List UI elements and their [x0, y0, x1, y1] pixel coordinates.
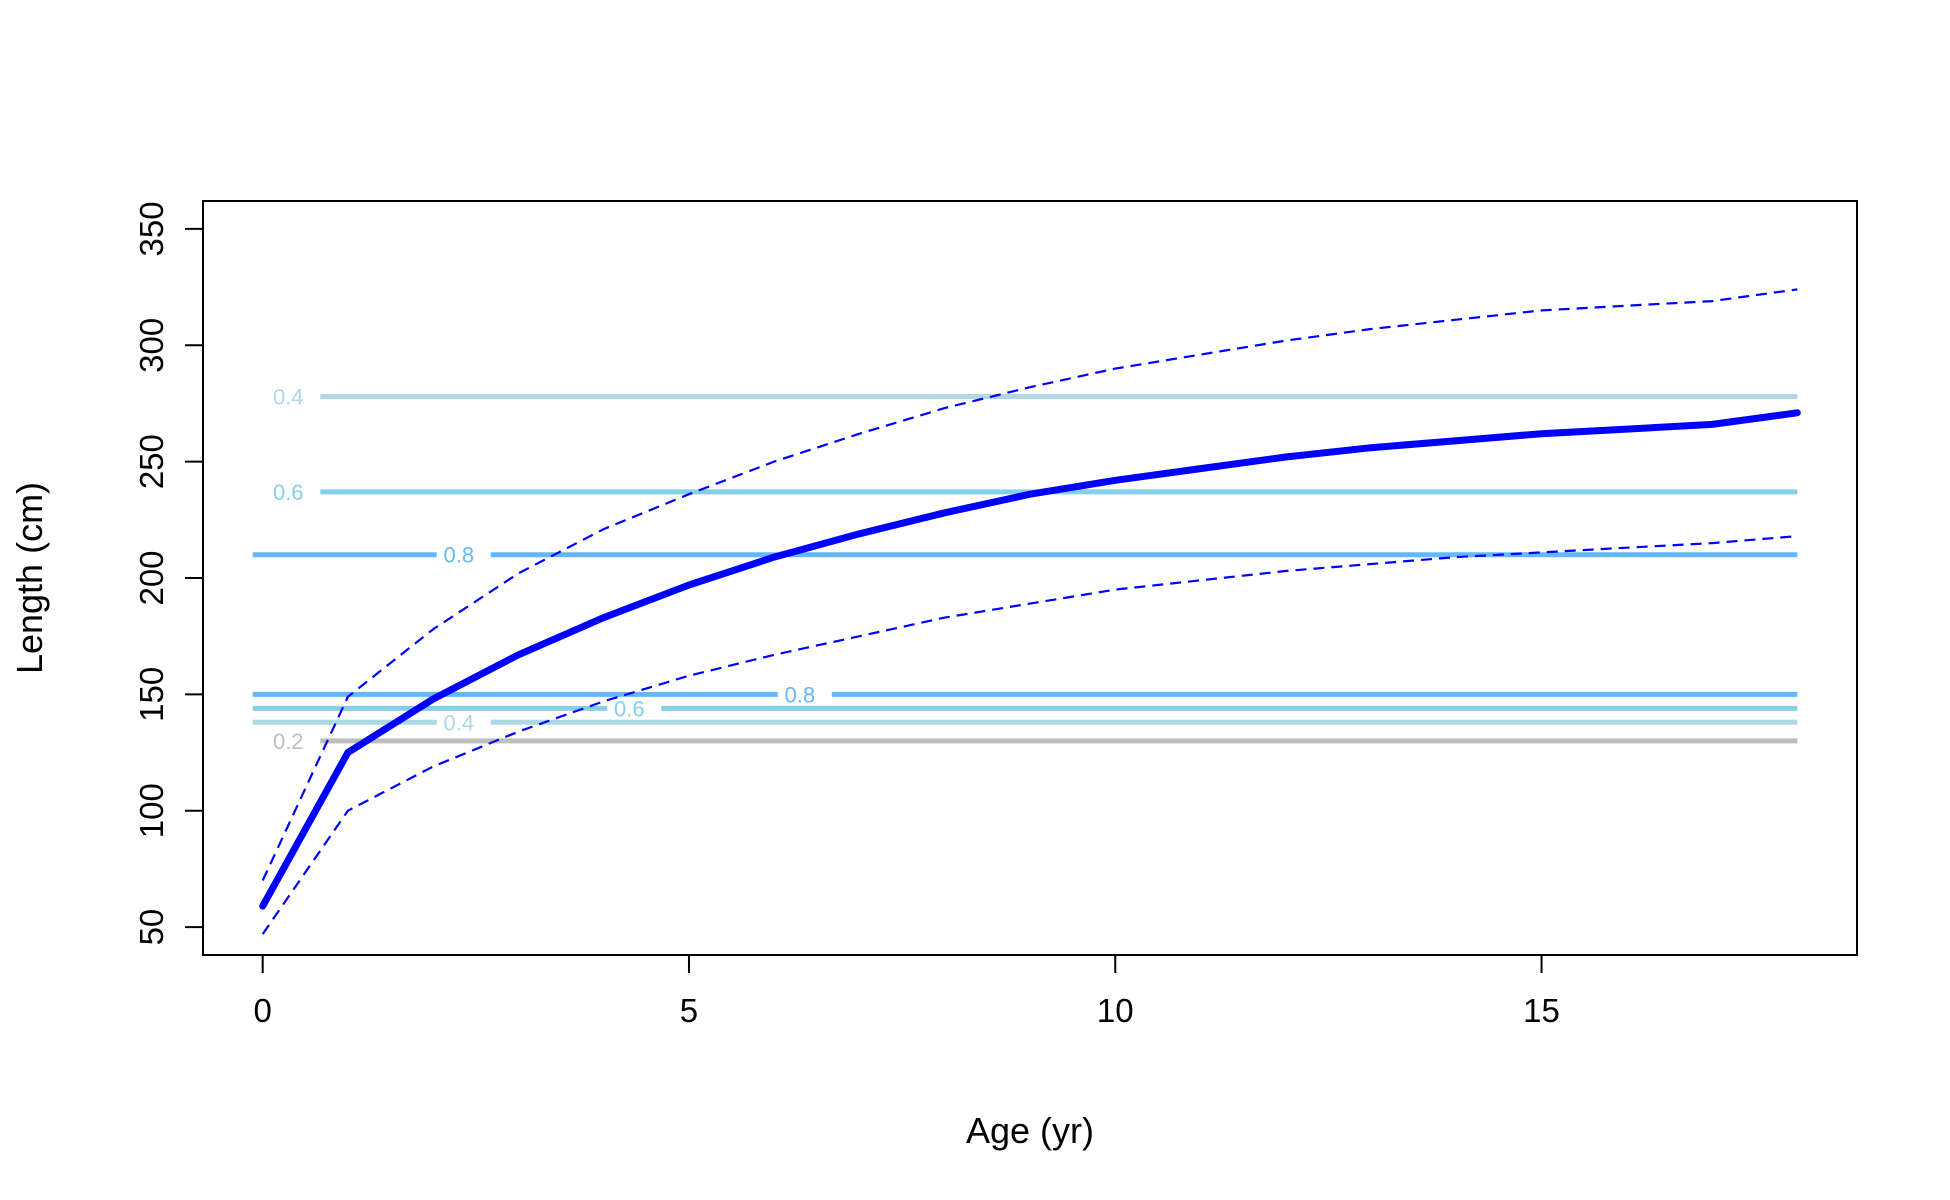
y-tick-label-100: 100: [133, 783, 170, 838]
contour-lines: 0.4 0.6 0.8 0.8 0.6 0.4 0.2: [252, 384, 1798, 754]
y-axis: 50 100 150 200 250 300 350: [133, 201, 204, 946]
y-tick-label-250: 250: [133, 434, 170, 489]
y-tick-label-350: 350: [133, 201, 170, 256]
y-tick-label-300: 300: [133, 318, 170, 373]
series-lower-bound: [261, 535, 1798, 935]
contour-label-1: 0.4: [273, 384, 304, 409]
y-tick-label-200: 200: [133, 550, 170, 605]
contour-label-4: 0.8: [785, 682, 816, 707]
x-tick-label-15: 15: [1523, 992, 1560, 1029]
y-tick-label-150: 150: [133, 667, 170, 722]
contour-label-2: 0.6: [273, 480, 304, 505]
series-lines: [259, 288, 1801, 935]
series-upper-bound: [261, 288, 1798, 881]
contour-label-5: 0.6: [614, 696, 645, 721]
contour-label-7: 0.2: [273, 729, 304, 754]
series-mean: [259, 409, 1801, 910]
contour-label-6: 0.4: [443, 710, 474, 735]
x-tick-label-5: 5: [680, 992, 698, 1029]
y-tick-label-50: 50: [133, 909, 170, 946]
x-tick-label-0: 0: [254, 992, 272, 1029]
y-axis-title: Length (cm): [9, 482, 50, 674]
contour-label-3: 0.8: [443, 543, 474, 568]
x-axis-title: Age (yr): [966, 1110, 1094, 1151]
x-axis: 0 5 10 15: [254, 954, 1560, 1029]
plot-frame: [202, 200, 1858, 956]
x-tick-label-10: 10: [1097, 992, 1134, 1029]
